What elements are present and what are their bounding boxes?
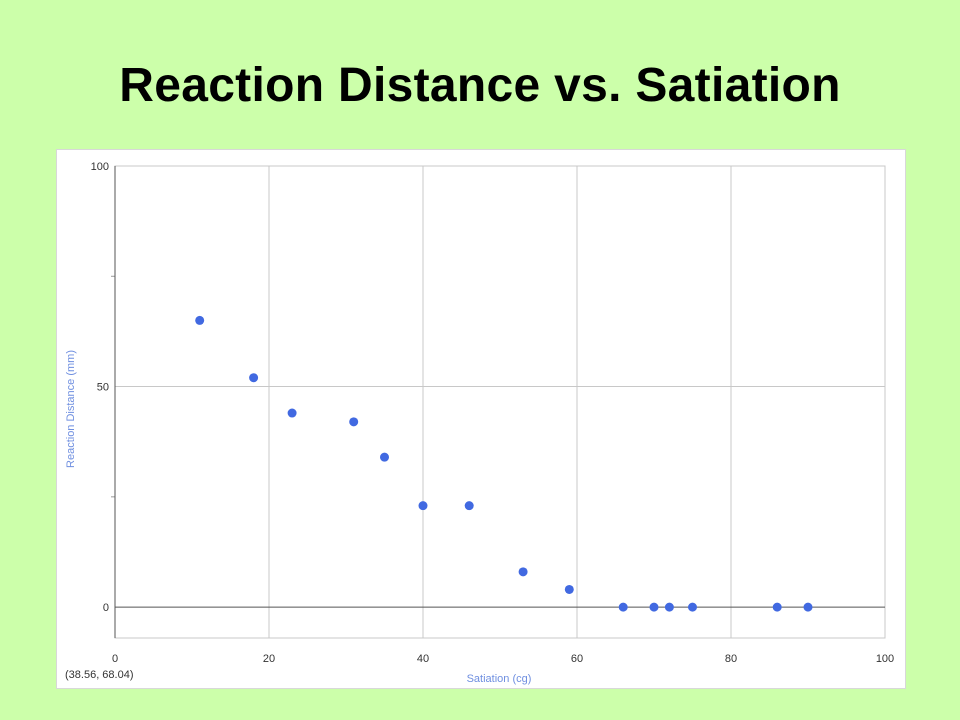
data-point [349,417,359,427]
x-tick-label: 20 [263,653,275,665]
y-tick-label: 50 [97,382,109,394]
data-points [195,315,813,612]
y-axis-title: Reaction Distance (mm) [65,350,77,468]
data-point [664,602,674,612]
x-tick-label: 60 [571,653,583,665]
data-point [649,602,659,612]
data-point [380,452,389,462]
y-tick-label: 100 [91,161,109,173]
grid-lines [111,165,886,639]
data-point [564,584,574,594]
data-point [195,315,205,325]
zero-axis-lines [114,166,885,638]
data-point [287,408,297,418]
x-tick-label: 80 [725,653,737,665]
y-tick-label: 0 [103,602,109,614]
x-tick-labels: 0 20 40 60 80 100 [112,653,894,665]
x-axis-title: Satiation (cg) [467,673,532,685]
data-point [803,602,813,612]
x-tick-label: 0 [112,653,118,665]
data-point [688,602,697,612]
y-tick-labels: 0 50 100 [91,161,109,614]
plot-frame [114,165,886,639]
data-point [249,373,259,383]
scatter-plot-panel[interactable]: 0 20 40 60 80 100 0 50 100 Satiation (cg) React… [56,149,906,689]
slide-title: Reaction Distance vs. Satiation [119,59,841,112]
data-point [772,602,782,612]
data-point [518,567,528,577]
data-point [418,501,428,511]
data-point [464,501,474,511]
cursor-coordinate-readout: (38.56, 68.04) [65,669,134,681]
x-tick-label: 100 [876,653,894,665]
x-tick-label: 40 [417,653,429,665]
scatter-plot[interactable]: 0 20 40 60 80 100 0 50 100 Satiation (cg) React… [57,150,905,688]
data-point [618,602,628,612]
